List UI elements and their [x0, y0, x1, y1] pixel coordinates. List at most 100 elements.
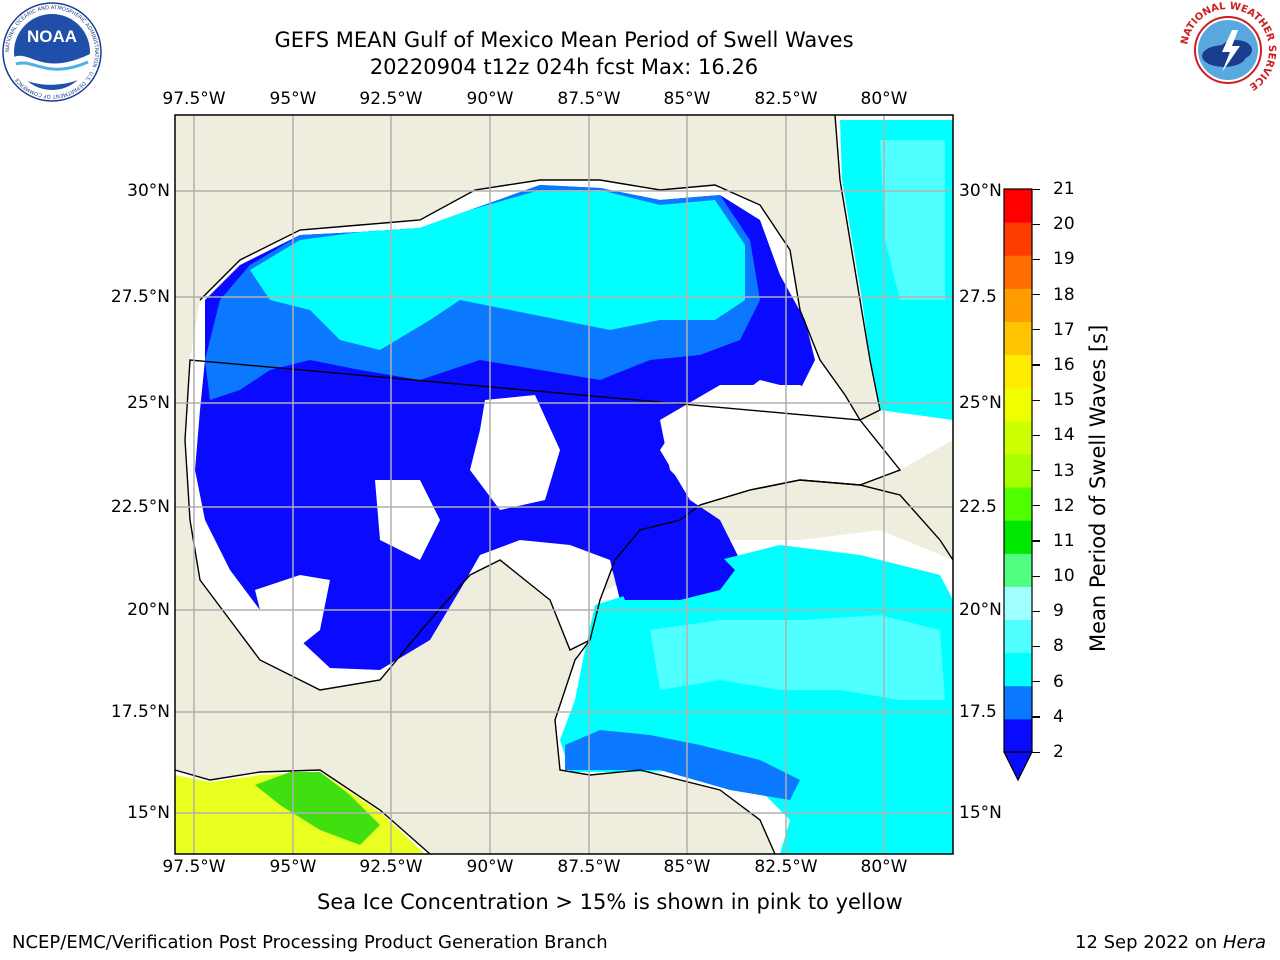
colorbar-band [1004, 222, 1032, 256]
lat-label-left: 25°N [127, 393, 170, 413]
colorbar-band [1004, 487, 1032, 521]
colorbar-tick-mark [1032, 610, 1040, 612]
lat-label-left: 22.5°N [110, 497, 170, 517]
colorbar-tick-mark [1032, 329, 1040, 331]
colorbar-tick-label: 17 [1053, 319, 1075, 340]
colorbar-tick-label: 15 [1053, 390, 1075, 411]
lat-label-left: 17.5°N [110, 702, 170, 722]
map-frame [174, 114, 954, 855]
colorbar-tick-mark [1032, 434, 1040, 436]
lon-label-top: 95°W [269, 89, 317, 109]
lat-label-right: 15°N [959, 803, 1002, 823]
colorbar-tick-label: 19 [1053, 249, 1075, 270]
lon-label-top: 92.5°W [359, 89, 423, 109]
colorbar-band [1004, 553, 1032, 587]
lon-label-top: 82.5°W [754, 89, 818, 109]
swell-green-pacific [255, 772, 380, 845]
lat-label-right: 27.5 [959, 287, 997, 307]
colorbar-band [1004, 354, 1032, 389]
colorbar-tick-mark [1032, 505, 1040, 507]
colorbar-band [1004, 718, 1032, 753]
lon-label-bottom: 82.5°W [754, 857, 818, 877]
footer-host: Hera [1222, 932, 1266, 953]
colorbar-tick-mark [1032, 716, 1040, 718]
swell-blue-yucatan [610, 520, 735, 600]
colorbar-tick-label: 12 [1053, 495, 1075, 516]
lon-label-top: 85°W [663, 89, 711, 109]
lat-label-left: 20°N [127, 600, 170, 620]
lon-label-bottom: 95°W [269, 857, 317, 877]
lat-label-right: 22.5 [959, 497, 997, 517]
colorbar-label: Mean Period of Swell Waves [s] [1086, 324, 1110, 652]
colorbar-band [1004, 387, 1032, 422]
colorbar-band [1004, 453, 1032, 488]
lon-label-top: 87.5°W [557, 89, 621, 109]
footer-date-text: 12 Sep 2022 on [1075, 932, 1223, 953]
lat-label-right: 25°N [959, 393, 1002, 413]
colorbar-tick-label: 20 [1053, 214, 1075, 235]
colorbar-band [1004, 619, 1032, 654]
colorbar-band [1004, 685, 1032, 720]
swell-cyan-gulf [250, 190, 745, 350]
graticule [175, 115, 953, 854]
colorbar-tick-mark [1032, 470, 1040, 472]
sea-ice-note: Sea Ice Concentration > 15% is shown in … [317, 890, 903, 914]
colorbar-tick-mark [1032, 364, 1040, 366]
noaa-logo: NOAA NATIONAL OCEANIC AND ATMOSPHERIC AD… [2, 2, 102, 102]
colorbar-tick-mark [1032, 223, 1040, 225]
lat-label-left: 27.5°N [110, 287, 170, 307]
lat-label-left: 30°N [127, 181, 170, 201]
lon-label-bottom: 85°W [663, 857, 711, 877]
lon-label-bottom: 90°W [466, 857, 514, 877]
lat-label-right: 20°N [959, 600, 1002, 620]
swell-gap-east [660, 385, 860, 500]
colorbar-tick-label: 21 [1053, 179, 1075, 199]
lon-label-bottom: 87.5°W [557, 857, 621, 877]
footer-credit: NCEP/EMC/Verification Post Processing Pr… [12, 932, 608, 953]
colorbar-band [1004, 652, 1032, 687]
lat-label-right: 30°N [959, 181, 1002, 201]
lon-label-top: 90°W [466, 89, 514, 109]
colorbar-band [1004, 255, 1032, 289]
colorbar-tick-mark [1032, 645, 1040, 648]
cuba-coastline [699, 479, 953, 561]
lon-label-bottom: 80°W [860, 857, 908, 877]
colorbar-tick-label: 13 [1053, 460, 1075, 481]
lon-label-top: 80°W [860, 89, 908, 109]
colorbar-band [1004, 189, 1032, 223]
map-subtitle: 20220904 t12z 024h fcst Max: 16.26 [369, 55, 759, 79]
colorbar-tick-label: 10 [1053, 566, 1075, 587]
colorbar-tick-label: 9 [1053, 601, 1064, 622]
lat-label-right: 17.5 [959, 702, 997, 722]
colorbar-tick-mark [1032, 751, 1040, 753]
colorbar-band [1004, 520, 1032, 554]
colorbar-tick-label: 18 [1053, 284, 1075, 305]
colorbar-tick-label: 8 [1053, 636, 1064, 657]
colorbar-tick-label: 6 [1053, 671, 1064, 692]
colorbar-extend-triangle [1003, 751, 1033, 782]
colorbar-tick-mark [1032, 258, 1040, 261]
swell-gap-central [470, 395, 560, 510]
colorbar-tick-mark [1032, 681, 1040, 683]
colorbar-band [1004, 321, 1032, 356]
colorbar-tick-mark [1032, 188, 1040, 190]
pacific-coastline [175, 769, 431, 854]
colorbar-tick-label: 4 [1053, 706, 1064, 727]
colorbar-tick-label: 14 [1053, 425, 1075, 446]
colorbar-band [1004, 420, 1032, 455]
colorbar-band [1004, 288, 1032, 322]
lat-label-left: 15°N [127, 803, 170, 823]
swell-light-cyan-caribbean [650, 615, 945, 700]
colorbar-tick-mark [1032, 540, 1040, 542]
colorbar-tick-mark [1032, 575, 1040, 577]
colorbar-tick-label: 2 [1053, 742, 1064, 762]
noaa-logo-text: NOAA [27, 27, 77, 46]
lon-label-top: 97.5°W [162, 89, 226, 109]
florida-coastline [834, 115, 881, 421]
colorbar-tick-label: 11 [1053, 530, 1075, 551]
colorbar-tick-mark [1032, 399, 1040, 401]
map-title: GEFS MEAN Gulf of Mexico Mean Period of … [274, 28, 854, 52]
lon-label-bottom: 92.5°W [359, 857, 423, 877]
swell-mid-blue-caribbean [565, 730, 800, 800]
